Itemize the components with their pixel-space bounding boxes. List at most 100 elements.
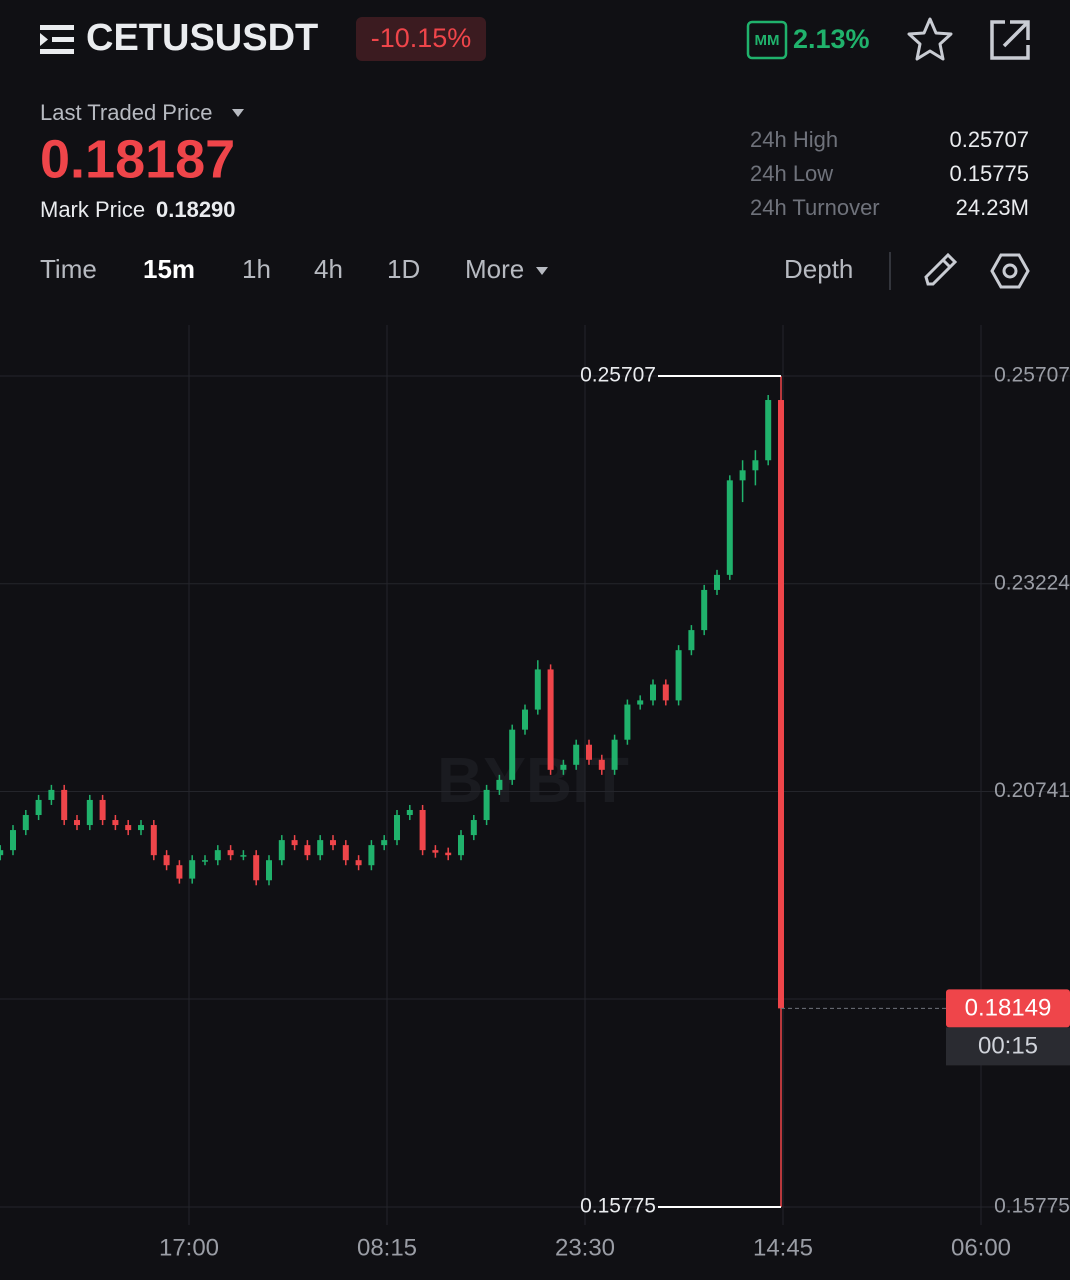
candle-body	[202, 860, 208, 862]
mm-icon[interactable]	[746, 20, 788, 60]
y-tick-label: 0.23224	[994, 571, 1070, 594]
change-badge	[356, 17, 486, 61]
candle-body	[637, 700, 644, 705]
candle-body	[675, 650, 682, 701]
candle-body	[317, 840, 324, 856]
share-icon[interactable]	[990, 20, 1030, 60]
candle-body	[61, 789, 68, 821]
candle-body	[48, 789, 55, 800]
last-price-tag	[946, 989, 1070, 1028]
candle-body	[432, 850, 439, 853]
candle-body	[522, 709, 528, 730]
high-label: 0.25707	[580, 364, 656, 387]
candle-body	[368, 845, 375, 866]
x-tick-label: 14:45	[753, 1234, 813, 1261]
dropdown-arrow	[232, 109, 244, 117]
candle-body	[10, 830, 16, 851]
x-tick-label: 23:30	[555, 1234, 615, 1261]
tab[interactable]: 15m	[143, 254, 195, 284]
candle-body	[227, 850, 234, 856]
candle-body	[253, 855, 260, 881]
candle-body	[650, 684, 656, 701]
candle-body	[419, 809, 426, 851]
stat-label: 24h High	[750, 127, 838, 152]
y-tick-label: 0.20741	[994, 779, 1070, 802]
stat-value: 0.25707	[949, 127, 1029, 152]
candle-body	[701, 589, 708, 631]
x-tick-label: 17:00	[159, 1234, 219, 1261]
candle-body	[765, 400, 772, 461]
candle-body	[35, 799, 42, 816]
tab[interactable]: 1D	[387, 254, 420, 284]
tab[interactable]: 1h	[242, 254, 271, 284]
candle-body	[778, 400, 784, 1009]
last-price-tag-text: 0.18149	[965, 995, 1052, 1022]
candle-body	[125, 825, 132, 831]
candle-body	[176, 865, 183, 879]
mm-icon-text: MM	[755, 32, 780, 49]
countdown-tag	[946, 1027, 1070, 1066]
candle-body	[458, 835, 464, 856]
candle-body	[534, 669, 541, 710]
candle-body	[394, 815, 400, 841]
candle-body	[688, 630, 695, 651]
candle-body	[74, 820, 80, 826]
favorite-icon[interactable]	[907, 17, 953, 61]
candle-body	[598, 759, 605, 770]
tab[interactable]: More	[465, 254, 524, 284]
pair[interactable]: CETUSUSDT	[86, 17, 318, 59]
candle-body	[150, 825, 157, 856]
tabs: Time 15m 1h 4h 1D More Depth	[40, 254, 853, 284]
candle-body	[342, 845, 349, 861]
mark-price: 0.18290	[156, 197, 236, 222]
candle-body	[445, 852, 452, 856]
settings-icon[interactable]	[990, 253, 1030, 289]
low-label: 0.15775	[580, 1195, 656, 1218]
candle-body	[483, 789, 490, 821]
countdown: 00:15	[978, 1033, 1038, 1060]
stat-label: 24h Turnover	[750, 195, 880, 220]
y-tick-label: 0.15775	[994, 1195, 1070, 1218]
candle-body	[163, 855, 170, 866]
mm-rate: 2.13%	[793, 24, 870, 54]
stat-value: 0.15775	[949, 161, 1029, 186]
candle-body	[547, 669, 554, 770]
candle-body	[330, 840, 336, 846]
chart: BYBIT 17:00 08:15 23:30 14:45 06:00 0.25707 0.2…	[0, 325, 1070, 1261]
candle-body	[22, 815, 29, 831]
candle-body	[278, 840, 285, 861]
candle-body	[304, 845, 311, 856]
candle-body	[240, 855, 247, 857]
candle-body	[189, 860, 196, 879]
candle-body	[381, 840, 388, 846]
candle-body	[355, 860, 362, 866]
candle-body	[509, 729, 516, 780]
price-label[interactable]: Last Traded Price	[40, 100, 212, 125]
watermark: BYBIT	[437, 744, 629, 816]
candle-body	[560, 764, 567, 770]
y-tick-label: 0.25707	[994, 364, 1070, 387]
candle-body	[752, 460, 759, 471]
candle-body	[112, 820, 119, 826]
candle-body	[291, 840, 298, 846]
candle-body	[573, 744, 580, 765]
more-arrow	[536, 267, 548, 275]
candle-body	[86, 799, 93, 826]
stat-value: 24.23M	[956, 195, 1029, 220]
candle-body	[662, 684, 669, 701]
menu-icon[interactable]	[40, 25, 74, 54]
draw-icon[interactable]	[924, 252, 958, 286]
change: -10.15%	[371, 23, 472, 53]
candle-body	[99, 799, 106, 821]
candle-body	[611, 739, 618, 770]
tab[interactable]: Time	[40, 254, 97, 284]
tab[interactable]: 4h	[314, 254, 343, 284]
candle-body	[214, 850, 221, 861]
candle-body	[496, 779, 503, 790]
candle-body	[0, 850, 4, 856]
candle-body	[586, 744, 592, 760]
candle-body	[714, 574, 720, 590]
tab[interactable]: Depth	[784, 254, 853, 284]
